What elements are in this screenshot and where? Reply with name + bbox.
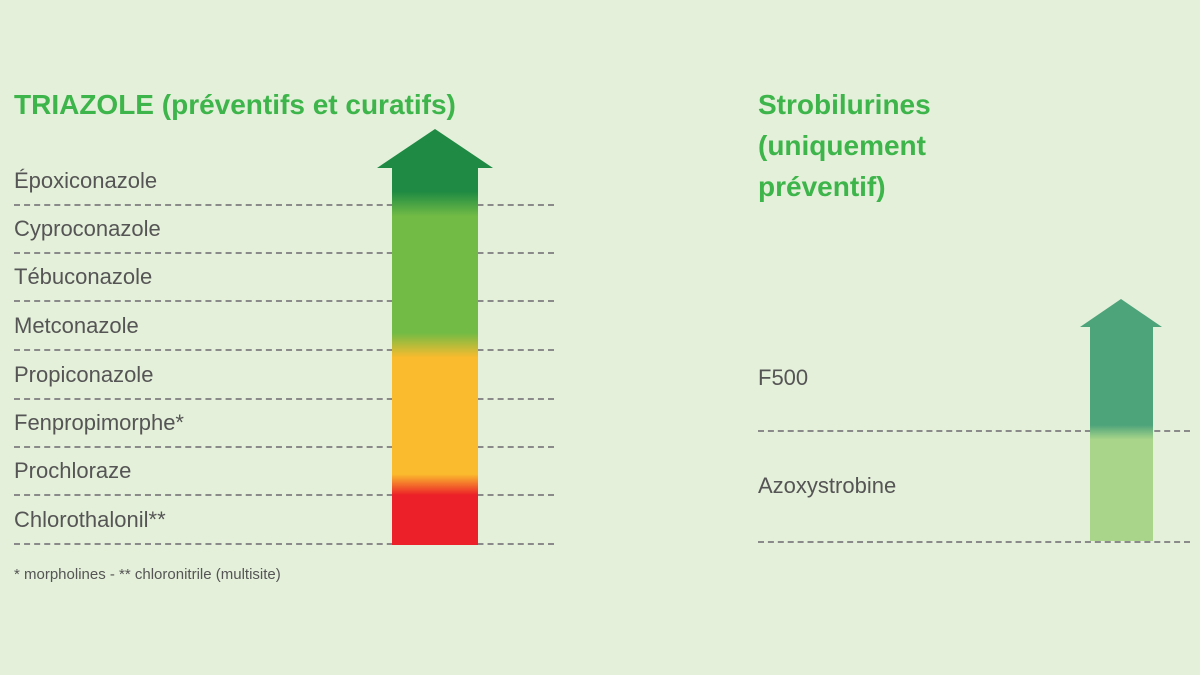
row-divider [14,300,554,302]
strobilurines-efficacy-arrow [1080,299,1162,541]
row-divider [14,398,554,400]
row-label-cyproconazole: Cyproconazole [14,216,161,241]
row-divider [758,541,1190,543]
row-label-chlorothalonil: Chlorothalonil** [14,507,166,532]
row-label-metconazole: Metconazole [14,313,139,338]
footnote: * morpholines - ** chloronitrile (multis… [14,566,281,583]
row-divider [14,543,554,545]
row-label-tebuconazole: Tébuconazole [14,264,153,289]
row-divider [758,430,1190,432]
row-divider [14,349,554,351]
row-label-prochloraze: Prochloraze [14,458,132,483]
strobilurines-title: Strobilurines (uniquement préventif) [758,89,931,202]
row-divider [14,204,554,206]
row-label-azoxystrobine: Azoxystrobine [758,473,897,498]
row-label-propiconazole: Propiconazole [14,362,154,387]
triazole-efficacy-arrow [377,129,493,545]
triazole-title: TRIAZOLE (préventifs et curatifs) [14,89,456,120]
row-divider [14,446,554,448]
row-label-epoxiconazole: Époxiconazole [14,168,158,193]
row-divider [14,252,554,254]
row-label-f500: F500 [758,365,809,390]
row-divider [14,494,554,496]
row-label-fenpropimorphe: Fenpropimorphe* [14,410,184,435]
